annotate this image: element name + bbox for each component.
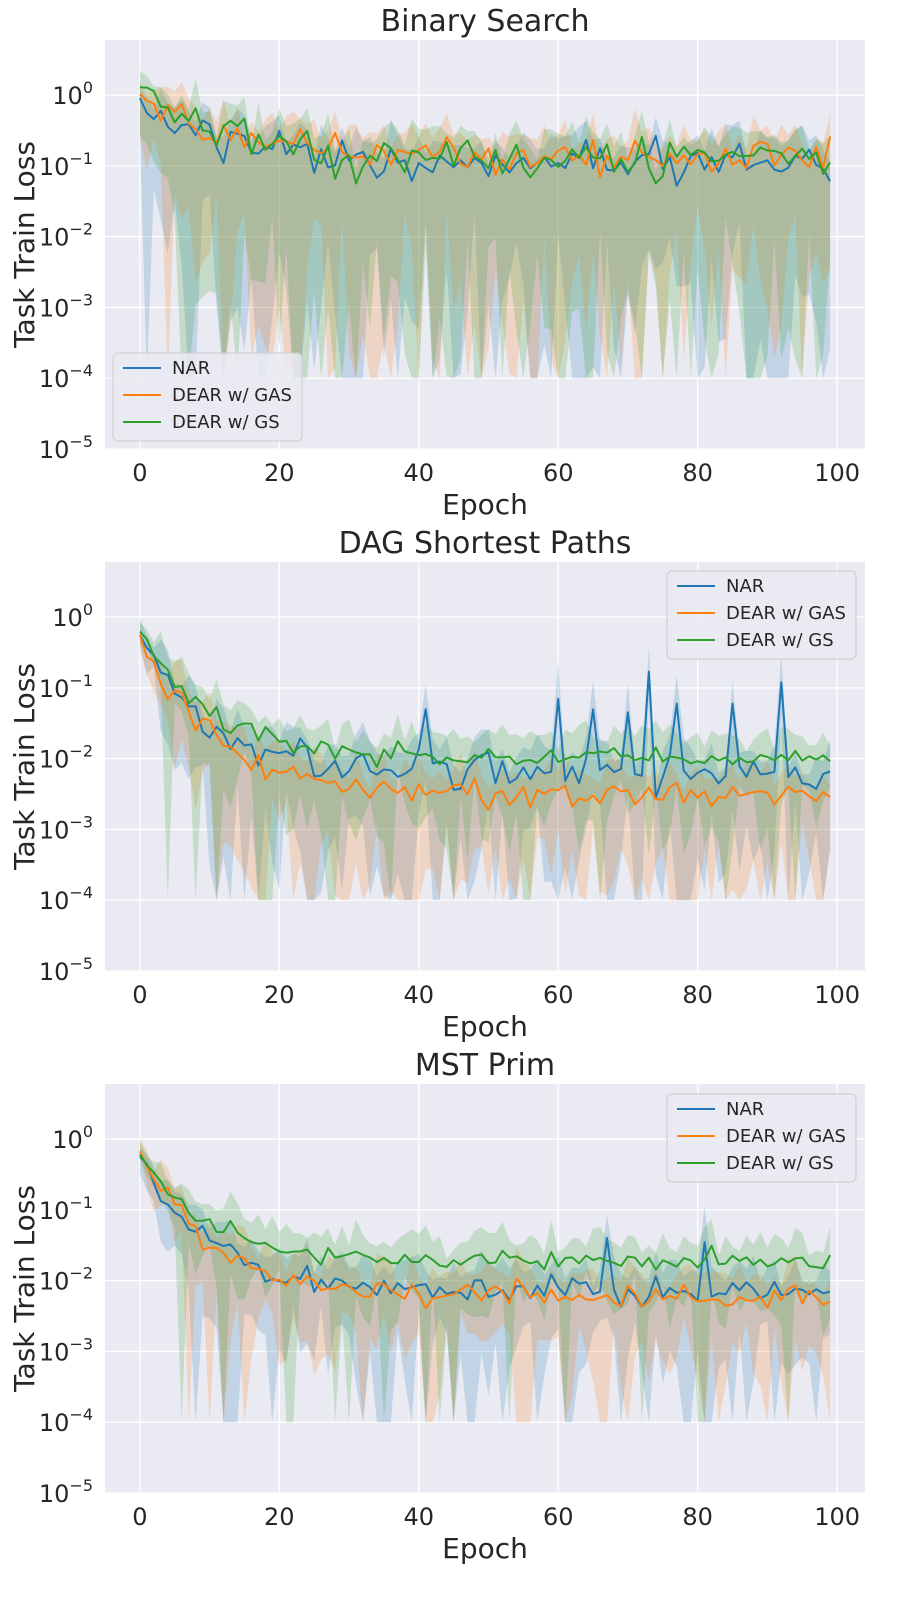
chart-panel: 0 20 40 60 80 100 100 10−1 10−2 10−3 10−4 10−5 DAG S… xyxy=(8,526,865,1043)
x-tick-label: 20 xyxy=(264,1503,295,1531)
chart-title: Binary Search xyxy=(380,4,589,39)
legend-label: DEAR w/ GAS xyxy=(172,385,292,406)
x-axis-label: Epoch xyxy=(442,1532,528,1565)
x-tick-label: 40 xyxy=(403,1503,434,1531)
x-tick-label: 100 xyxy=(814,459,860,487)
legend-box xyxy=(666,1093,857,1183)
y-tick-label: 10−1 xyxy=(39,1193,93,1225)
y-tick-label: 100 xyxy=(52,78,93,110)
y-tick-label: 10−5 xyxy=(39,432,93,464)
y-tick-label: 10−3 xyxy=(39,290,93,322)
legend: NAR DEAR w/ GAS DEAR w/ GS xyxy=(666,570,857,660)
x-tick-label: 100 xyxy=(814,1503,860,1531)
series-band-dear-w-gs xyxy=(139,1140,831,1423)
legend: NAR DEAR w/ GAS DEAR w/ GS xyxy=(666,1093,857,1183)
x-axis-label: Epoch xyxy=(442,1010,528,1043)
x-tick-label: 0 xyxy=(132,1503,147,1531)
series-line-dear-w-gs xyxy=(139,1153,831,1271)
legend-label: NAR xyxy=(726,576,764,597)
series-line-dear-w-gs xyxy=(139,630,831,768)
y-axis-label: Task Train Loss xyxy=(8,1185,41,1393)
y-tick-label: 10−5 xyxy=(39,1476,93,1508)
plot-marks xyxy=(138,619,831,901)
x-tick-label: 60 xyxy=(543,459,574,487)
plot-marks xyxy=(138,70,832,379)
x-tick-label: 40 xyxy=(403,981,434,1009)
chart-panel: 0 20 40 60 80 100 100 10−1 10−2 10−3 10−4 10−5 Binar… xyxy=(8,4,865,521)
y-tick-label: 100 xyxy=(52,600,93,632)
y-tick-label: 10−5 xyxy=(39,954,93,986)
series-line-nar xyxy=(138,97,831,187)
x-tick-label: 20 xyxy=(264,459,295,487)
y-tick-label: 10−2 xyxy=(39,1264,93,1296)
y-tick-label: 10−3 xyxy=(39,1334,93,1366)
y-tick-label: 10−1 xyxy=(39,671,93,703)
chart-title: DAG Shortest Paths xyxy=(339,526,632,561)
y-tick-label: 10−1 xyxy=(39,149,93,181)
y-tick-label: 10−3 xyxy=(39,812,93,844)
series-line-dear-w-gs xyxy=(139,86,831,185)
y-tick-label: 100 xyxy=(52,1122,93,1154)
legend-label: DEAR w/ GS xyxy=(172,412,280,433)
x-tick-label: 60 xyxy=(543,981,574,1009)
y-tick-label: 10−4 xyxy=(39,361,93,393)
x-tick-label: 80 xyxy=(682,459,713,487)
plot-marks xyxy=(138,1139,831,1423)
series-band-nar xyxy=(139,87,831,379)
series-line-dear-w-gas xyxy=(139,93,832,179)
legend-label: DEAR w/ GAS xyxy=(726,603,846,624)
series-line-dear-w-gas xyxy=(138,1150,831,1310)
y-tick-label: 10−2 xyxy=(39,742,93,774)
x-tick-label: 40 xyxy=(403,459,434,487)
legend-label: DEAR w/ GAS xyxy=(726,1126,846,1147)
x-tick-label: 60 xyxy=(543,1503,574,1531)
x-tick-label: 80 xyxy=(682,981,713,1009)
series-line-nar xyxy=(139,1155,831,1308)
x-tick-label: 80 xyxy=(682,1503,713,1531)
series-band-nar xyxy=(139,619,831,901)
series-band-dear-w-gas xyxy=(139,628,831,901)
y-axis-label: Task Train Loss xyxy=(8,663,41,871)
y-tick-label: 10−4 xyxy=(39,1405,93,1437)
y-axis-label: Task Train Loss xyxy=(8,141,41,349)
x-tick-label: 0 xyxy=(132,459,147,487)
y-tick-label: 10−2 xyxy=(39,220,93,252)
x-axis-label: Epoch xyxy=(442,488,528,521)
legend-box xyxy=(666,570,857,660)
chart-panel: 0 20 40 60 80 100 100 10−1 10−2 10−3 10−4 10−5 MST P… xyxy=(8,1048,865,1565)
series-band-dear-w-gas xyxy=(139,1139,831,1423)
series-line-dear-w-gas xyxy=(138,634,831,811)
legend-label: NAR xyxy=(726,1099,764,1120)
chart-title: MST Prim xyxy=(415,1048,555,1083)
y-tick-label: 10−4 xyxy=(39,883,93,915)
x-tick-label: 0 xyxy=(132,981,147,1009)
legend-label: DEAR w/ GS xyxy=(726,630,834,651)
legend-label: DEAR w/ GS xyxy=(726,1153,834,1174)
legend-box xyxy=(112,352,303,442)
legend-label: NAR xyxy=(172,358,210,379)
series-band-nar xyxy=(139,1147,831,1423)
series-band-dear-w-gs xyxy=(139,622,831,901)
legend: NAR DEAR w/ GAS DEAR w/ GS xyxy=(112,352,303,442)
x-tick-label: 100 xyxy=(814,981,860,1009)
x-tick-label: 20 xyxy=(264,981,295,1009)
